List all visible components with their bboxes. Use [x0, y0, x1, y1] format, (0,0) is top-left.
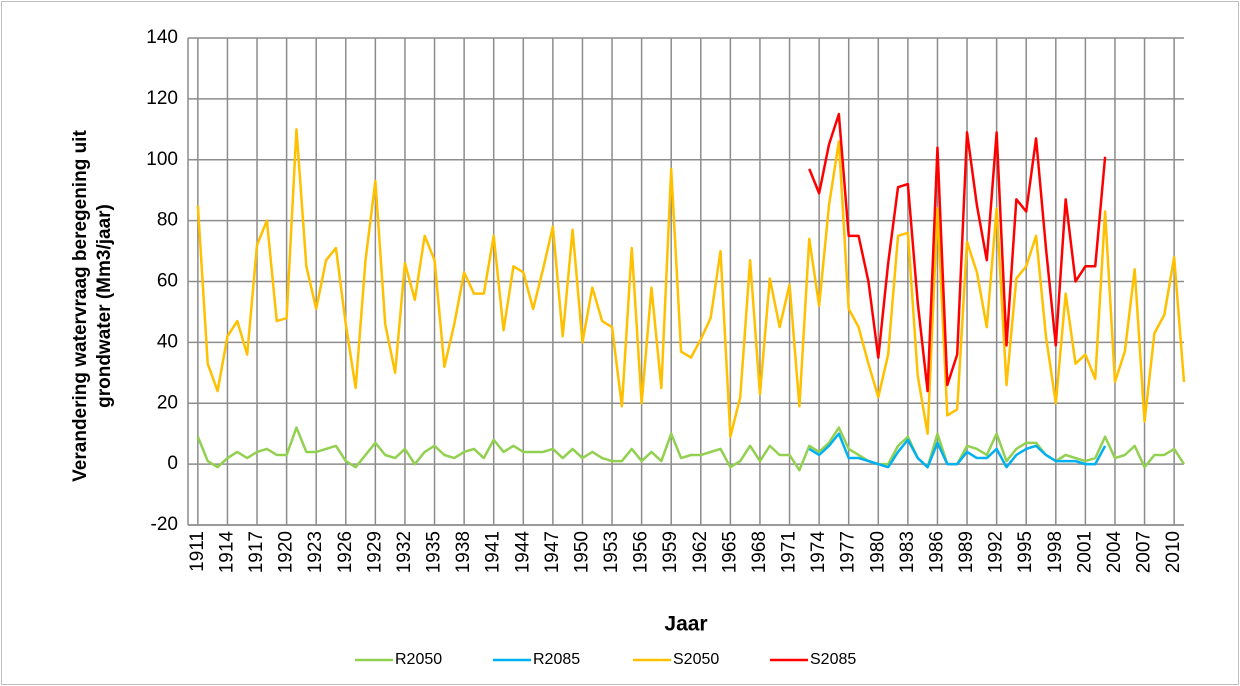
- x-tick-label: 1929: [364, 531, 385, 573]
- y-tick-label: 40: [157, 331, 178, 352]
- x-tick-label: 2007: [1134, 531, 1155, 573]
- x-tick-label: 1920: [276, 531, 297, 573]
- y-tick-label: 140: [146, 27, 178, 48]
- x-tick-label: 1998: [1045, 531, 1066, 573]
- x-axis-label: Jaar: [664, 613, 707, 636]
- series-line: [196, 426, 1186, 472]
- series-line: [196, 128, 1186, 438]
- x-tick-label: 1983: [897, 531, 918, 573]
- x-tick-label: 1923: [305, 531, 326, 573]
- y-tick-label: 20: [157, 392, 178, 413]
- x-tick-label: 1953: [601, 531, 622, 573]
- series-line: [808, 432, 1107, 469]
- x-tick-label: 1968: [749, 531, 770, 573]
- x-tick-label: 1995: [1015, 531, 1036, 573]
- x-tick-label: 1956: [631, 531, 652, 573]
- x-tick-label: 1935: [424, 531, 445, 573]
- x-tick-label: 1989: [956, 531, 977, 573]
- x-tick-label: 1938: [453, 531, 474, 573]
- x-tick-label: 1950: [571, 531, 592, 573]
- legend-label: S2085: [810, 651, 856, 668]
- x-tick-label: 1977: [838, 531, 859, 573]
- y-axis-label: Verandering watervraag beregening uit gr…: [70, 130, 115, 482]
- x-tick-label: 2010: [1163, 531, 1184, 573]
- x-tick-label: 1914: [216, 531, 237, 574]
- x-tick-label: 1980: [867, 531, 888, 573]
- x-tick-label: 1971: [779, 531, 800, 573]
- x-tick-label: 1965: [719, 531, 740, 573]
- x-tick-label: 1926: [335, 531, 356, 573]
- x-tick-label: 1917: [246, 531, 267, 573]
- x-tick-label: 1962: [690, 531, 711, 573]
- y-tick-label: 100: [146, 149, 178, 170]
- x-tick-label: 2004: [1104, 531, 1125, 574]
- y-tick-label: 80: [157, 210, 178, 231]
- y-tick-label: 60: [157, 271, 178, 292]
- x-tick-label: 1992: [986, 531, 1007, 573]
- x-tick-label: 1932: [394, 531, 415, 573]
- legend-label: S2050: [673, 651, 719, 668]
- x-tick-label: 1947: [542, 531, 563, 573]
- legend-label: R2050: [395, 651, 442, 668]
- x-tick-label: 2001: [1074, 531, 1095, 573]
- x-tick-label: 1959: [660, 531, 681, 573]
- x-tick-label: 1944: [512, 531, 533, 574]
- y-tick-label: 0: [167, 453, 178, 474]
- x-tick-label: 1986: [926, 531, 947, 573]
- x-tick-label: 1974: [808, 531, 829, 574]
- legend-label: R2085: [533, 651, 580, 668]
- y-tick-label: -20: [151, 514, 178, 535]
- y-tick-label: 120: [146, 88, 178, 109]
- x-tick-label: 1911: [187, 531, 208, 572]
- x-tick-label: 1941: [483, 531, 504, 573]
- series-line: [808, 112, 1107, 393]
